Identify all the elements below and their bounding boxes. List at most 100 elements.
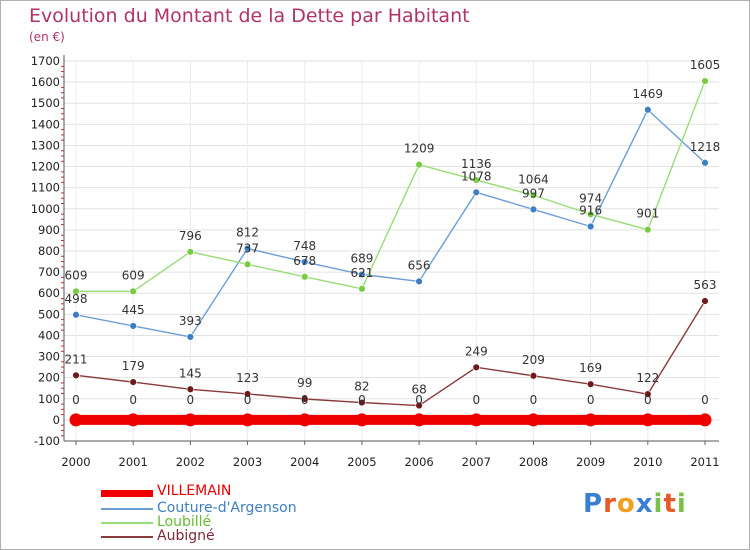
data-label: 974	[579, 191, 602, 205]
data-point	[241, 413, 255, 427]
logo-letter: i	[676, 489, 687, 519]
legend-swatch	[101, 490, 153, 497]
data-label: 1469	[633, 87, 664, 101]
series	[69, 77, 712, 427]
data-label: 1136	[461, 157, 492, 171]
y-tick-label: 1600	[31, 75, 60, 89]
data-point	[355, 413, 369, 427]
data-point	[243, 260, 252, 268]
data-point	[644, 225, 652, 234]
data-point	[72, 311, 80, 319]
data-point	[412, 413, 426, 427]
x-tick-label: 2011	[690, 455, 719, 469]
y-tick-label: 200	[38, 371, 60, 385]
data-point	[469, 413, 483, 427]
x-tick-label: 2010	[633, 455, 662, 469]
data-label: 656	[408, 258, 431, 272]
data-label: 179	[122, 359, 145, 373]
y-tick-label: 600	[38, 286, 60, 300]
data-point	[72, 371, 80, 380]
legend-item-loubille: Loubillé	[101, 514, 361, 531]
y-tick-label: 300	[38, 350, 60, 364]
data-point	[358, 285, 366, 293]
data-label: 122	[636, 371, 659, 385]
chart-title: Evolution du Montant de la Dette par Hab…	[29, 5, 470, 27]
x-tick-label: 2002	[176, 455, 205, 469]
data-label: 99	[297, 376, 312, 390]
y-tick-label: 500	[38, 307, 60, 321]
data-point	[129, 378, 137, 386]
proxiti-logo: Proxiti	[583, 489, 687, 519]
grid	[64, 60, 719, 442]
data-label: 0	[701, 393, 709, 407]
data-point	[644, 106, 652, 114]
data-point	[72, 287, 80, 296]
data-label: 0	[358, 393, 366, 407]
y-tick-label: 900	[38, 223, 60, 237]
data-label: 689	[350, 251, 373, 265]
y-tick-label: 1000	[31, 202, 60, 216]
data-label: 68	[411, 383, 426, 397]
data-label: 1605	[690, 58, 721, 72]
series-line-3	[75, 300, 706, 407]
data-point	[243, 390, 252, 398]
legend-label: VILLEMAIN	[157, 483, 232, 499]
data-point	[701, 77, 709, 85]
data-label: 621	[350, 266, 373, 280]
data-label: 1064	[518, 172, 549, 186]
legend-item-couture: Couture-d'Argenson	[101, 500, 361, 517]
data-label: 678	[293, 254, 316, 268]
data-point	[358, 270, 366, 279]
y-tick-label: 1500	[31, 96, 60, 110]
data-label: 737	[236, 241, 259, 255]
logo-letter: x	[635, 489, 654, 519]
x-tick-label: 2005	[347, 455, 376, 469]
data-point	[529, 205, 538, 214]
data-label: 0	[72, 393, 80, 407]
data-point	[586, 380, 595, 388]
data-label: 748	[293, 239, 316, 253]
data-point	[529, 191, 538, 199]
data-label: 209	[522, 353, 545, 367]
data-label: 0	[415, 393, 423, 407]
data-point	[701, 297, 709, 305]
x-tick-label: 2004	[290, 455, 319, 469]
data-point	[129, 287, 137, 296]
data-label: 997	[522, 186, 545, 200]
data-label: 1209	[404, 142, 435, 156]
data-point	[186, 333, 195, 341]
logo-letter: i	[653, 489, 664, 519]
data-point	[415, 277, 423, 286]
data-point	[186, 385, 195, 393]
logo-letter: P	[583, 489, 604, 519]
data-label: 812	[236, 225, 259, 239]
data-point	[301, 273, 309, 281]
data-label: 1078	[461, 169, 492, 183]
data-label: 609	[65, 268, 88, 282]
data-point	[641, 413, 655, 427]
data-point	[129, 322, 137, 330]
data-label: 498	[65, 292, 88, 306]
data-label: 1218	[690, 140, 721, 154]
data-point	[358, 398, 366, 407]
legend-label: Loubillé	[157, 514, 212, 530]
data-label: 393	[179, 314, 202, 328]
x-tick-label: 2001	[119, 455, 148, 469]
y-tick-label: -100	[34, 434, 60, 448]
x-tick-label: 2006	[404, 455, 433, 469]
data-label: 563	[694, 278, 717, 292]
data-point	[186, 248, 195, 256]
data-label: 0	[244, 393, 252, 407]
y-tick-label: 1300	[31, 138, 60, 152]
x-tick-label: 2000	[61, 455, 90, 469]
data-point	[69, 413, 83, 427]
legend-item-aubigne: Aubigné	[101, 528, 361, 545]
legend-item-villemain: VILLEMAIN	[101, 483, 361, 502]
data-label: 0	[644, 393, 652, 407]
axes: -100010020030040050060070080090010001100…	[31, 54, 720, 469]
x-tick-label: 2003	[233, 455, 262, 469]
y-tick-label: 1200	[31, 160, 60, 174]
